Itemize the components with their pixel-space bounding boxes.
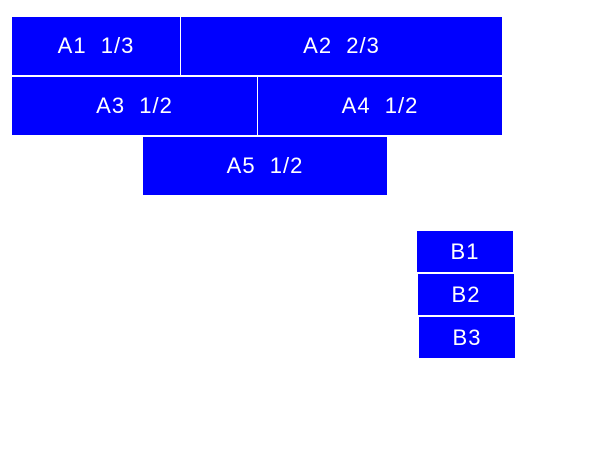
box-a2: A2 2/3 <box>181 17 502 75</box>
box-a5: A5 1/2 <box>143 137 387 195</box>
box-a3: A3 1/2 <box>12 77 257 135</box>
box-a4: A4 1/2 <box>258 77 502 135</box>
box-a1: A1 1/3 <box>12 17 180 75</box>
box-b3: B3 <box>419 317 515 358</box>
box-b2: B2 <box>418 274 514 315</box>
box-b1: B1 <box>417 231 513 272</box>
